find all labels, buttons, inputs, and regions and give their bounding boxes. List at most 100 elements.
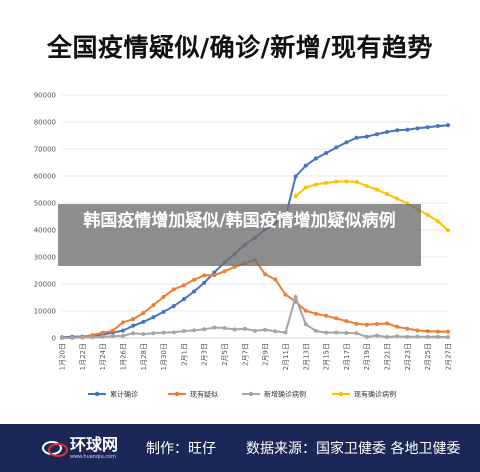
y-tick-label: 70000 <box>34 146 56 154</box>
x-tick-label: 2月27日 <box>445 343 453 370</box>
data-point <box>151 303 156 308</box>
data-point <box>192 328 197 333</box>
data-point <box>324 313 329 318</box>
y-tick-label: 40000 <box>34 227 56 235</box>
producer-credit: 制作：旺仔 <box>146 441 217 457</box>
series-line <box>62 258 449 339</box>
data-point <box>324 330 329 335</box>
y-tick-label: 90000 <box>34 92 56 100</box>
data-point <box>141 311 146 316</box>
data-point <box>100 330 105 335</box>
data-point <box>446 228 450 233</box>
y-tick-label: 80000 <box>34 119 56 127</box>
data-point <box>313 156 318 161</box>
x-tick-label: 2月19日 <box>363 343 371 370</box>
data-point <box>374 333 379 338</box>
caption-overlay: 韩国疫情增加疑似/韩国疫情增加疑似病例 <box>58 204 421 266</box>
x-tick-label: 1月20日 <box>59 343 67 370</box>
x-tick-label: 2月17日 <box>343 343 351 370</box>
data-point <box>131 323 136 328</box>
data-point <box>354 179 359 184</box>
x-tick-label: 2月3日 <box>201 343 209 366</box>
chart-legend: 累计确诊 现有疑似 新增确诊病例 现有确诊病例 <box>88 390 396 399</box>
data-point <box>364 183 369 188</box>
data-point <box>354 331 359 336</box>
data-point <box>192 277 197 282</box>
data-point <box>385 334 390 339</box>
data-point <box>405 326 410 331</box>
x-tick-label: 2月15日 <box>323 343 331 370</box>
data-point <box>120 328 125 333</box>
x-tick-label: 2月21日 <box>384 343 392 370</box>
legend-label: 现有疑似 <box>190 390 218 399</box>
data-point <box>263 327 268 332</box>
data-point <box>303 185 308 190</box>
x-tick-label: 1月28日 <box>140 343 148 370</box>
data-point <box>181 283 186 288</box>
data-point <box>181 297 186 302</box>
data-point <box>90 335 95 340</box>
y-tick-label: 0 <box>52 335 56 343</box>
data-point <box>212 273 217 278</box>
page-title: 全国疫情疑似/确诊/新增/现有趋势 <box>47 33 433 62</box>
data-point <box>151 331 156 336</box>
legend-marker <box>94 391 100 397</box>
data-point <box>313 182 318 187</box>
data-point <box>324 151 329 156</box>
legend-marker <box>174 391 180 397</box>
data-point <box>446 329 450 334</box>
data-point <box>415 334 420 339</box>
data-point <box>120 320 125 325</box>
data-point <box>171 304 176 309</box>
legend-marker <box>248 391 254 397</box>
data-point <box>303 163 308 168</box>
data-point <box>395 196 400 201</box>
data-point <box>354 135 359 140</box>
data-point <box>425 212 430 217</box>
legend-label: 新增确诊病例 <box>264 390 306 399</box>
data-point <box>435 334 440 339</box>
data-point <box>161 309 166 314</box>
data-point <box>202 327 207 332</box>
data-point <box>395 324 400 329</box>
data-point <box>344 319 349 324</box>
data-point <box>242 326 247 331</box>
y-tick-label: 30000 <box>34 254 56 262</box>
data-point <box>313 311 318 316</box>
x-tick-label: 1月26日 <box>119 343 127 370</box>
x-tick-label: 1月30日 <box>160 343 168 370</box>
data-point <box>415 328 420 333</box>
data-point <box>425 329 430 334</box>
data-point <box>120 333 125 338</box>
data-point <box>131 317 136 322</box>
x-tick-label: 2月7日 <box>241 343 249 366</box>
data-point <box>253 328 257 333</box>
x-tick-label: 2月13日 <box>302 343 310 370</box>
data-point <box>192 289 197 294</box>
huanqiu-logo: 环球网 www.huanqiu.com <box>42 436 118 460</box>
data-point <box>222 269 227 274</box>
data-point <box>141 332 146 337</box>
legend-label: 现有确诊病例 <box>354 390 396 399</box>
data-point <box>334 179 339 184</box>
x-tick-label: 1月22日 <box>79 343 87 370</box>
data-point <box>405 334 410 339</box>
data-point <box>202 280 207 285</box>
series-line <box>294 180 449 231</box>
data-point <box>293 295 298 300</box>
legend-marker <box>338 391 344 397</box>
y-tick-label: 60000 <box>34 173 56 181</box>
data-point <box>202 273 207 278</box>
data-point <box>374 187 379 192</box>
x-tick-label: 2月1日 <box>180 343 188 366</box>
data-point <box>222 326 227 331</box>
data-point <box>181 329 186 334</box>
y-tick-label: 50000 <box>34 200 56 208</box>
legend-label: 累计确诊 <box>110 390 138 399</box>
y-tick-label: 10000 <box>34 308 56 316</box>
data-point <box>151 315 156 320</box>
data-point <box>425 334 430 339</box>
data-point <box>395 334 400 339</box>
data-point <box>334 145 339 150</box>
data-point <box>161 294 166 299</box>
